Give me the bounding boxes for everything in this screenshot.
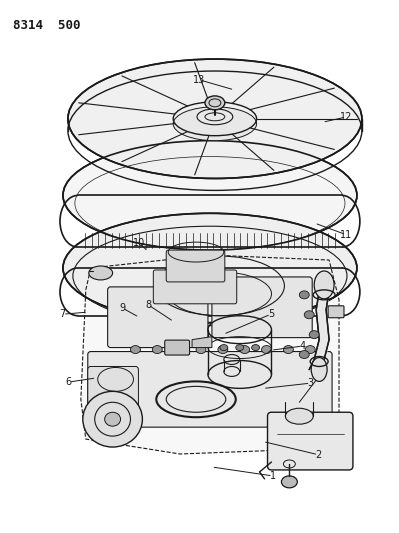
FancyBboxPatch shape [88, 367, 138, 427]
Text: 11: 11 [340, 230, 352, 240]
Text: 8314  500: 8314 500 [13, 19, 81, 33]
Ellipse shape [299, 351, 309, 359]
Ellipse shape [314, 271, 334, 299]
Ellipse shape [173, 107, 257, 141]
Ellipse shape [152, 345, 162, 353]
Ellipse shape [205, 96, 225, 110]
Ellipse shape [285, 408, 313, 424]
Text: 9: 9 [119, 303, 125, 313]
Ellipse shape [220, 345, 228, 351]
Ellipse shape [283, 345, 293, 353]
Text: 4: 4 [300, 341, 306, 351]
FancyBboxPatch shape [212, 277, 312, 337]
Ellipse shape [281, 476, 297, 488]
FancyBboxPatch shape [166, 250, 225, 282]
Ellipse shape [218, 345, 228, 353]
Ellipse shape [240, 345, 250, 353]
FancyBboxPatch shape [108, 287, 208, 348]
Polygon shape [192, 337, 212, 348]
Text: 2: 2 [315, 450, 322, 460]
Text: 5: 5 [268, 309, 274, 319]
Ellipse shape [304, 311, 314, 319]
Ellipse shape [299, 291, 309, 299]
Ellipse shape [196, 345, 206, 353]
Ellipse shape [105, 412, 120, 426]
Ellipse shape [130, 345, 140, 353]
Polygon shape [81, 255, 339, 454]
FancyBboxPatch shape [267, 412, 353, 470]
Ellipse shape [174, 345, 184, 353]
Ellipse shape [236, 345, 244, 351]
Text: 7: 7 [60, 309, 66, 319]
FancyBboxPatch shape [153, 270, 237, 304]
FancyBboxPatch shape [165, 340, 190, 355]
Text: 8: 8 [145, 300, 151, 310]
FancyBboxPatch shape [328, 306, 344, 318]
Ellipse shape [68, 59, 362, 179]
Ellipse shape [309, 330, 319, 338]
Ellipse shape [63, 213, 357, 322]
Ellipse shape [83, 391, 142, 447]
Ellipse shape [252, 345, 260, 351]
FancyBboxPatch shape [88, 352, 332, 427]
Text: 1: 1 [270, 471, 276, 481]
Text: 6: 6 [66, 377, 72, 387]
Ellipse shape [305, 345, 315, 353]
Ellipse shape [89, 266, 113, 280]
Text: 3: 3 [307, 378, 314, 388]
Text: 13: 13 [194, 75, 205, 85]
Ellipse shape [311, 358, 327, 382]
Ellipse shape [63, 141, 357, 250]
Ellipse shape [262, 345, 271, 353]
Text: 12: 12 [340, 112, 352, 122]
Text: 10: 10 [133, 238, 145, 248]
